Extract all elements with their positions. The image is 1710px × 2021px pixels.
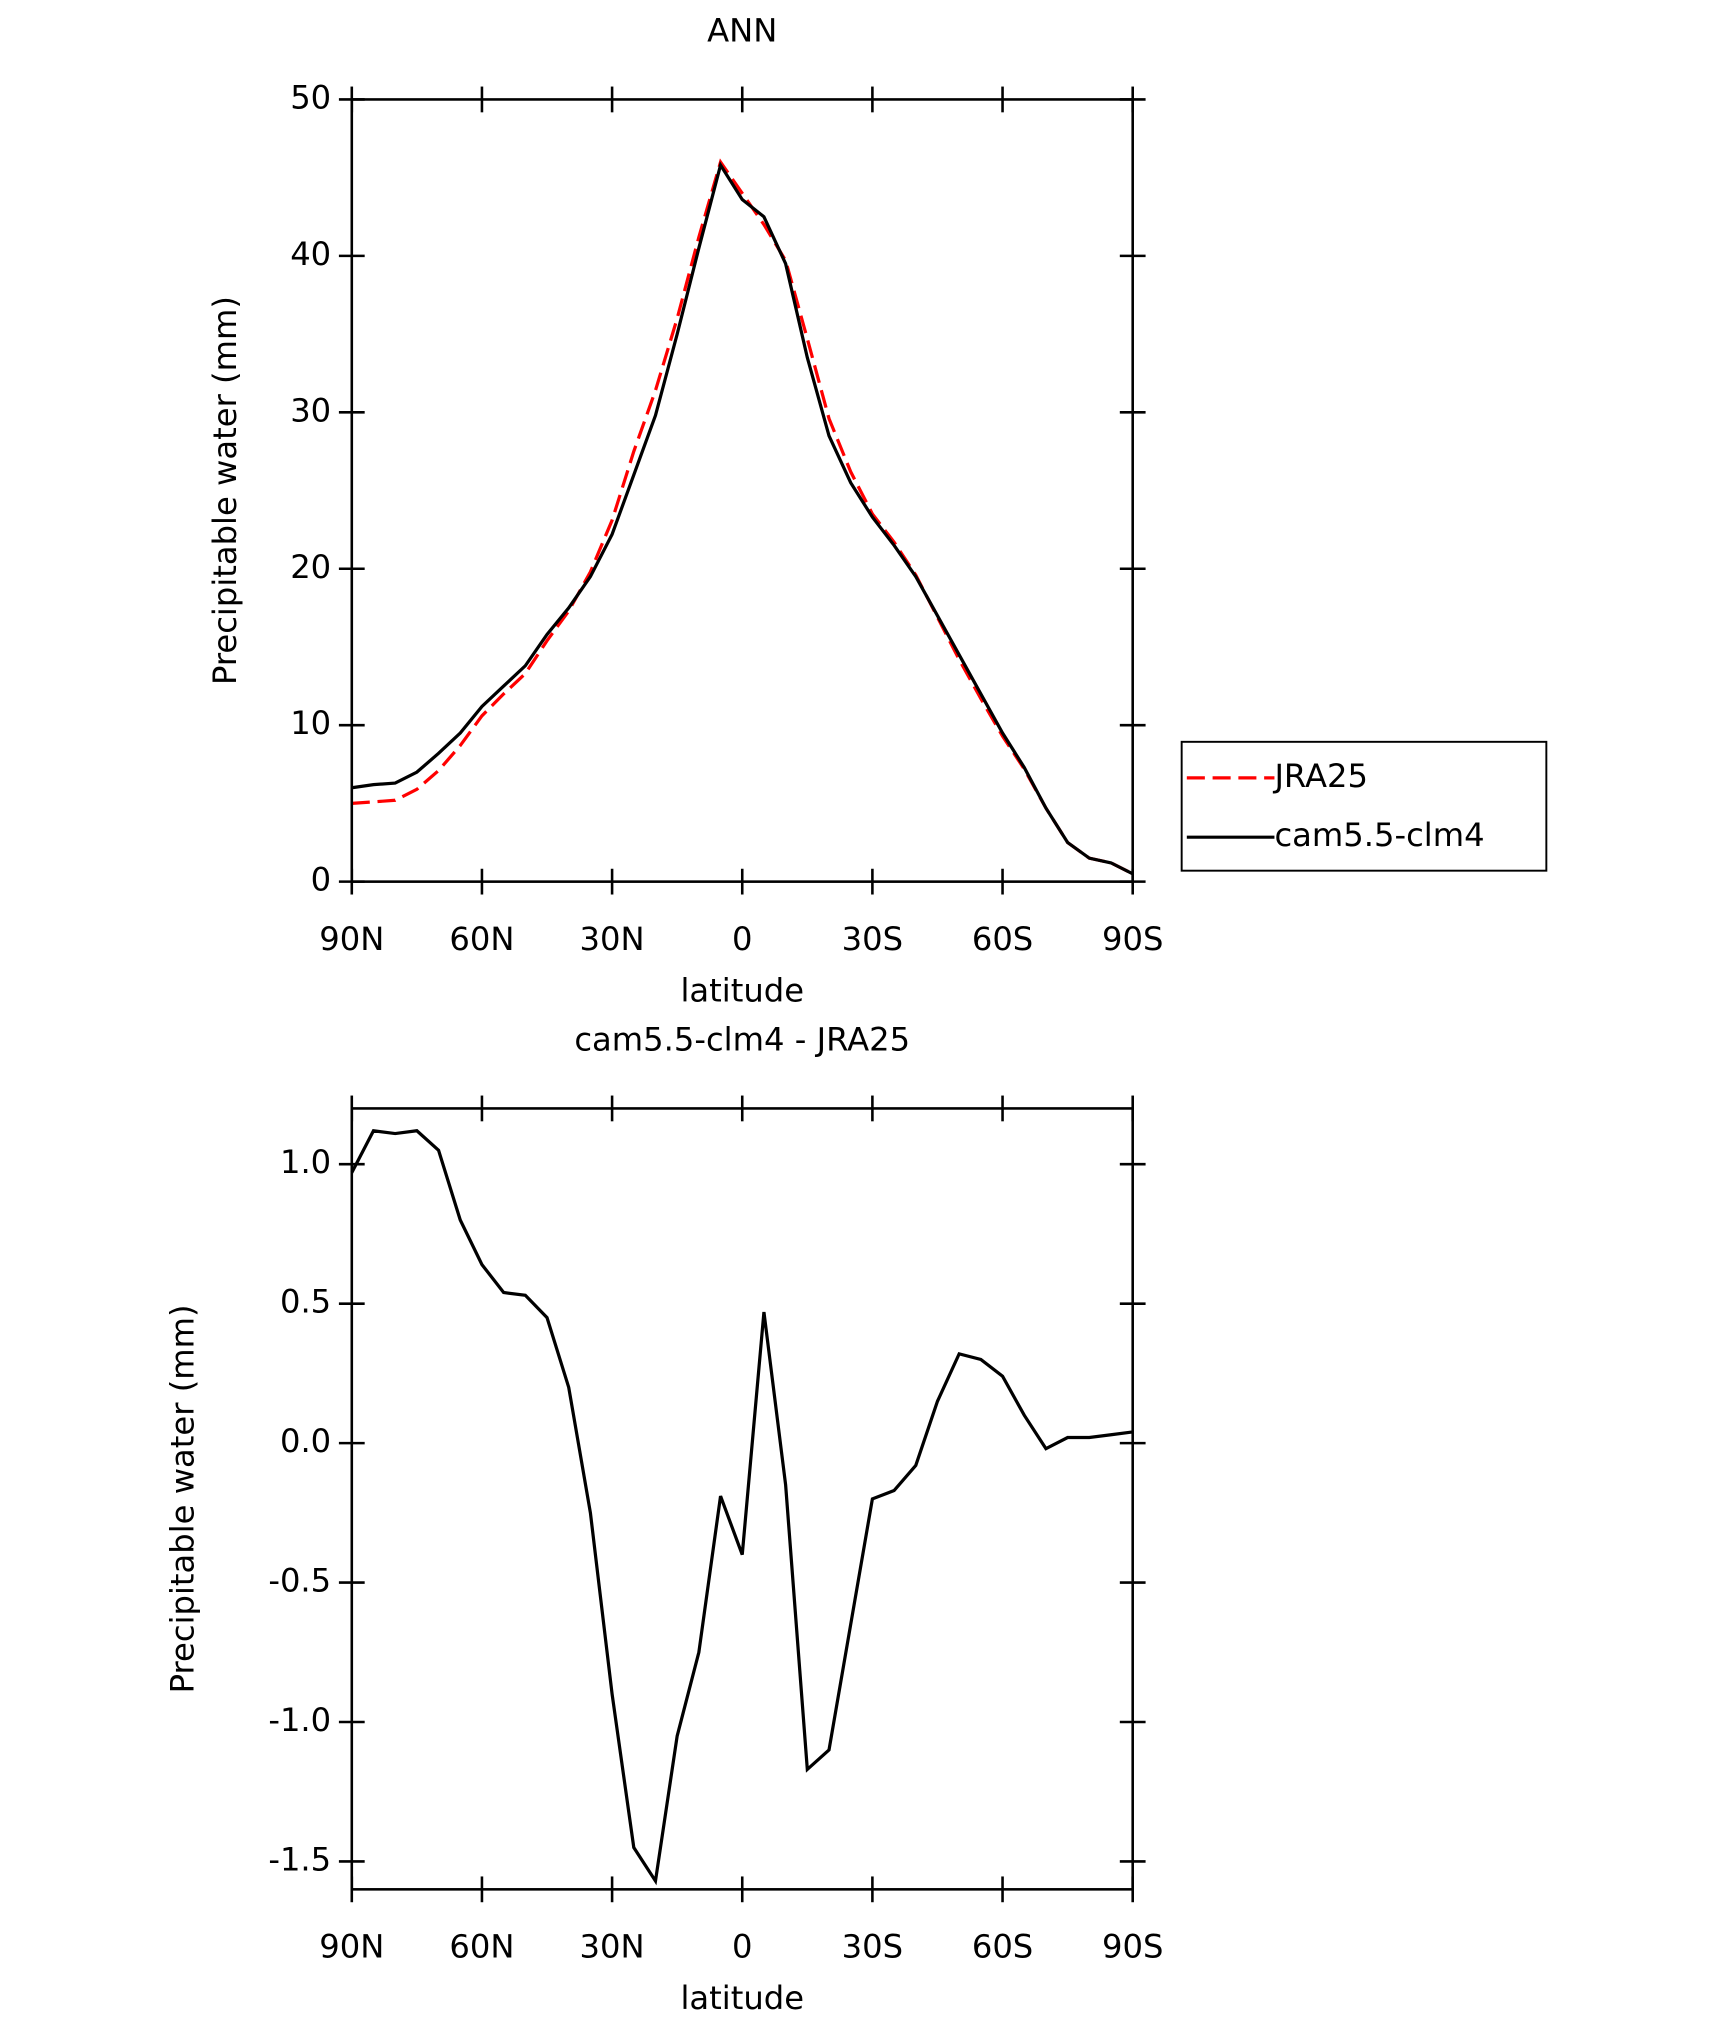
y-axis-label: Precipitable water (mm) — [163, 1304, 201, 1693]
y-tick-label: 1.0 — [280, 1143, 331, 1181]
x-tick-label: 90N — [319, 1928, 384, 1966]
y-tick-label: 0.0 — [280, 1422, 331, 1460]
chart-title: cam5.5-clm4 - JRA25 — [574, 1020, 910, 1058]
x-tick-label: 60N — [449, 1928, 514, 1966]
y-tick-label: 40 — [290, 235, 331, 273]
y-axis-label: Precipitable water (mm) — [206, 296, 244, 685]
y-tick-label: -1.5 — [268, 1840, 331, 1878]
x-axis-label: latitude — [680, 971, 804, 1009]
plot-frame — [350, 1107, 1134, 1891]
y-tick-label: 0 — [311, 861, 332, 899]
x-tick-label: 60S — [972, 920, 1033, 958]
data-line — [350, 1129, 1133, 1886]
y-tick-label: 50 — [290, 78, 331, 116]
y-tick-label: 10 — [290, 704, 331, 742]
y-tick-label: 0.5 — [280, 1283, 331, 1321]
x-tick-label: 30N — [580, 920, 645, 958]
x-tick-label: 90S — [1102, 920, 1163, 958]
x-tick-label: 0 — [732, 920, 753, 958]
x-tick-label: 30S — [842, 1928, 903, 1966]
x-tick-label: 30N — [580, 1928, 645, 1966]
y-tick-label: -0.5 — [268, 1562, 331, 1600]
x-tick-label: 90N — [319, 920, 384, 958]
data-line — [351, 161, 1134, 876]
x-tick-label: 30S — [842, 920, 903, 958]
plot-frame — [350, 98, 1134, 883]
y-tick-label: 30 — [290, 391, 331, 429]
x-tick-label: 60S — [972, 1928, 1033, 1966]
legend-label: cam5.5-clm4 — [1274, 816, 1484, 854]
x-tick-label: 0 — [732, 1928, 753, 1966]
legend-box — [1180, 740, 1548, 872]
data-line — [351, 158, 1134, 876]
x-axis-label: latitude — [680, 1979, 804, 2017]
y-tick-label: -1.0 — [268, 1701, 331, 1739]
legend-label: JRA25 — [1272, 757, 1368, 795]
y-tick-label: 20 — [290, 548, 331, 586]
x-tick-label: 60N — [449, 920, 514, 958]
x-tick-label: 90S — [1102, 1928, 1163, 1966]
chart-title: ANN — [707, 11, 777, 49]
